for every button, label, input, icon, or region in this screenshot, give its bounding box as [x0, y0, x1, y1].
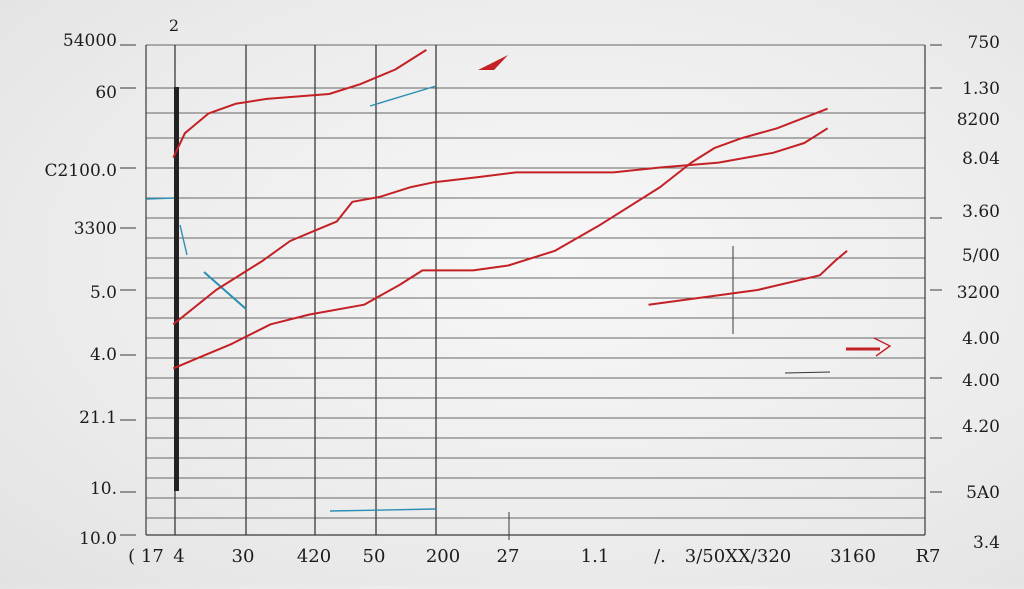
y-right-tick-label: 1.30 — [962, 79, 1000, 99]
decoration-layer — [145, 85, 831, 540]
label-layer: 2 54000 60 C2100.0 3300 5.0 4.0 21.1 10. 10.0 750… — [45, 16, 1001, 567]
x-tick-label: 3/50XX/320 — [685, 546, 791, 567]
marker-stroke — [784, 371, 831, 374]
x-tick-label: R7 — [915, 546, 940, 567]
x-tick-label: /. — [654, 546, 666, 567]
y-right-tick-label: 3200 — [957, 283, 1000, 303]
accent-stroke — [145, 197, 175, 200]
thick-marker-bar — [174, 87, 179, 491]
y-right-tick-label: 3.60 — [962, 202, 1000, 222]
y-right-tick-label: 5/00 — [962, 246, 1000, 266]
series-line-1 — [172, 127, 829, 326]
x-tick-label: ( 17 — [128, 546, 164, 567]
y-right-tick-label: 750 — [968, 33, 1000, 53]
x-tick-label: 4 — [173, 546, 184, 567]
series-line-3 — [172, 49, 427, 159]
x-tick-label: 3160 — [830, 546, 876, 567]
y-left-tick-label: C2100.0 — [45, 161, 118, 181]
y-right-tick-label: 8.04 — [962, 149, 1000, 169]
y-left-tick-label: 10. — [90, 479, 117, 499]
accent-stroke — [369, 85, 437, 107]
y-right-tick-label: 5A0 — [966, 483, 1000, 503]
top-label: 2 — [169, 16, 179, 35]
x-tick-label: 50 — [363, 546, 386, 567]
grid-layer — [120, 44, 942, 536]
accent-stroke — [179, 224, 188, 256]
x-tick-label: 1.1 — [581, 546, 610, 567]
series-line-4 — [648, 250, 848, 306]
y-left-tick-label: 5.0 — [90, 283, 117, 303]
arrow-head — [873, 337, 892, 357]
x-tick-label: 200 — [426, 546, 460, 567]
y-right-tick-label: 8200 — [957, 110, 1000, 130]
y-left-tick-label: 21.1 — [79, 408, 117, 428]
y-right-tick-label: 4.00 — [962, 371, 1000, 391]
y-left-tick-label: 10.0 — [79, 529, 117, 549]
x-tick-label: 27 — [497, 546, 520, 567]
x-tick-label: 420 — [297, 546, 331, 567]
y-right-tick-label: 4.20 — [962, 417, 1000, 437]
series-layer — [172, 49, 892, 370]
y-left-tick-label: 4.0 — [90, 345, 117, 365]
series-line-2 — [172, 107, 828, 370]
y-left-tick-label: 60 — [95, 83, 117, 103]
y-right-tick-label: 3.4 — [973, 533, 1000, 553]
accent-stroke — [329, 508, 437, 512]
arrow-head — [478, 55, 508, 70]
y-left-tick-label: 3300 — [74, 219, 117, 239]
y-right-tick-label: 4.00 — [962, 329, 1000, 349]
accent-stroke — [203, 271, 247, 310]
y-left-tick-label: 54000 — [63, 31, 117, 51]
x-tick-label: 30 — [232, 546, 255, 567]
